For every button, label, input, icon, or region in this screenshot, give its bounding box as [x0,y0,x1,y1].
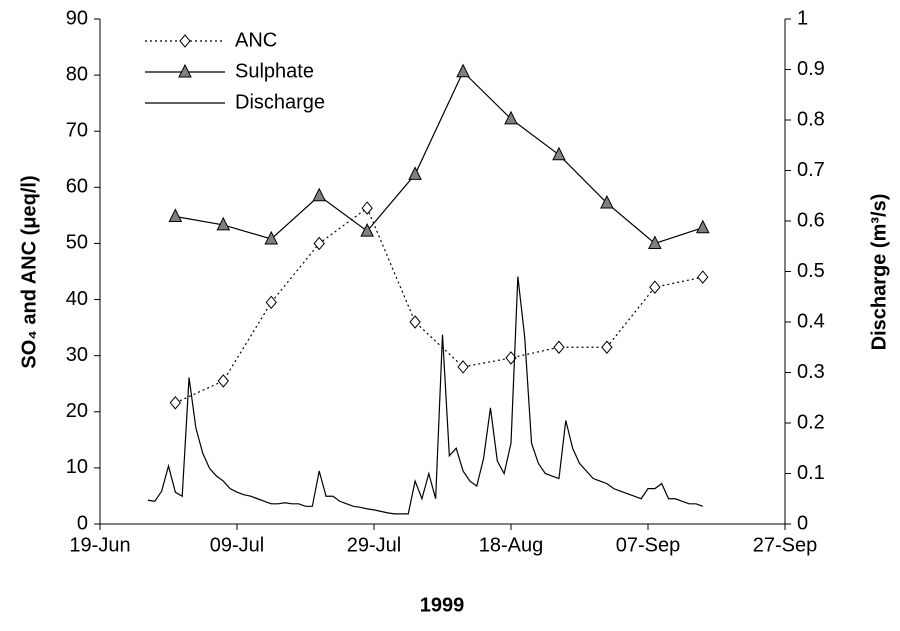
data-point [601,340,613,355]
data-point [697,270,709,284]
data-point [456,63,470,78]
data-point [265,295,277,310]
y2-tick-label: 0.5 [797,260,825,282]
x-tick-label: 29-Jul [347,534,401,556]
y2-tick-label: 0.7 [797,159,825,181]
y-tick-label: 70 [66,120,88,142]
y2-axis-label: Discharge (m³/s) [868,194,890,351]
y2-tick-label: 0.2 [797,411,825,433]
data-point [312,187,327,202]
y-tick-label: 0 [77,512,88,534]
data-point [600,194,614,209]
x-tick-label: 18-Aug [479,534,544,556]
y2-tick-label: 0.8 [797,108,825,130]
x-axis-label: 1999 [420,594,465,616]
y-tick-label: 50 [66,232,88,254]
y2-tick-label: 0.4 [797,310,825,332]
data-point [360,222,374,237]
data-point [217,374,229,388]
y-axis-label: SO₄ and ANC (μeq/l) [18,175,40,368]
x-tick-label: 19-Jun [69,534,130,556]
data-point [553,340,565,355]
y-tick-label: 80 [66,63,88,85]
data-point [409,315,421,329]
legend-label: Sulphate [235,60,314,82]
data-point [313,236,325,251]
data-point [457,360,469,374]
y-tick-label: 90 [66,7,88,29]
y2-tick-label: 0.1 [797,462,825,484]
data-point [264,230,279,245]
legend-marker [179,34,191,48]
y-tick-label: 40 [66,288,88,310]
data-point [695,219,710,234]
data-point [504,110,518,125]
data-point [169,396,182,410]
x-tick-label: 07-Sep [616,534,681,556]
data-point [408,166,422,180]
data-point [216,216,231,231]
y-tick-label: 30 [66,344,88,366]
y2-tick-label: 0.6 [797,209,825,231]
x-tick-label: 27-Sep [753,534,818,556]
legend-marker [178,63,192,78]
data-point [552,146,566,161]
y-tick-label: 10 [66,456,88,478]
y2-tick-label: 1 [797,7,808,29]
x-tick-label: 09-Jul [210,534,264,556]
data-point [361,201,373,215]
data-point [649,280,661,294]
series-line [175,70,703,245]
legend-label: Discharge [235,91,325,113]
y2-tick-label: 0.9 [797,58,825,80]
y-tick-label: 60 [66,176,88,198]
legend-label: ANC [235,29,277,51]
y2-tick-label: 0.3 [797,361,825,383]
data-point [648,235,662,249]
series-line [147,276,704,515]
data-point [168,208,183,223]
y-tick-label: 20 [66,400,88,422]
y2-tick-label: 0 [797,512,808,534]
series-line [175,207,703,404]
